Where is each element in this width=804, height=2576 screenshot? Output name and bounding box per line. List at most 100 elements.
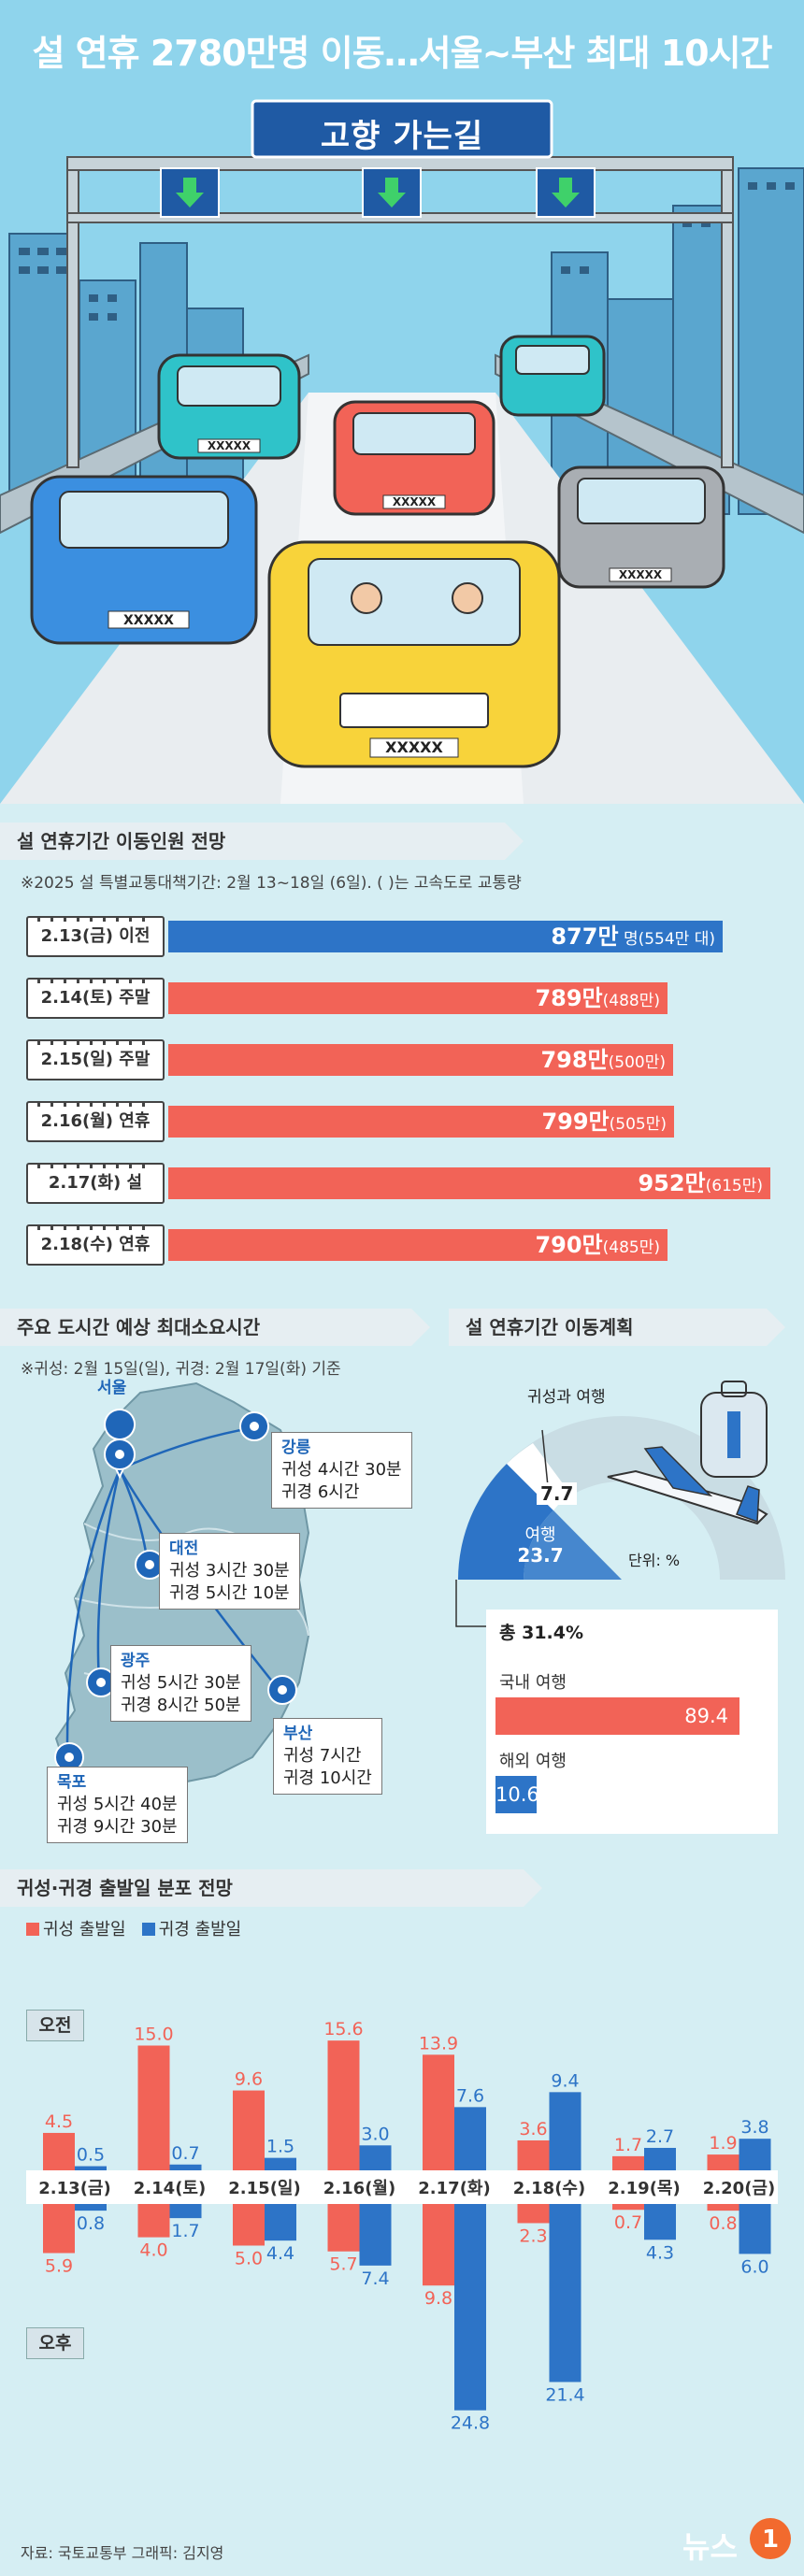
plan-donut <box>458 1381 785 1580</box>
movement-note: ※2025 설 특별교통대책기간: 2월 13~18일 (6일). ( )는 고… <box>21 874 522 893</box>
am-label: 오전 <box>26 2010 84 2041</box>
movement-value: 952만(615만) <box>638 1170 763 1196</box>
bar-am-1-3 <box>359 2145 392 2170</box>
car-red <box>333 400 495 516</box>
city-back-time: 귀경 8시간 50분 <box>121 1696 241 1715</box>
movement-date-tag: 2.18(수) 연휴 <box>26 1224 165 1266</box>
news1-logo-icon: 1 <box>750 2518 791 2559</box>
svg-text:1: 1 <box>762 2526 779 2554</box>
bar-pm-1-4 <box>454 2204 486 2411</box>
label-pm-0-6: 0.7 <box>614 2212 642 2233</box>
x-tick-2: 2.15(일) <box>228 2179 300 2198</box>
car-teal-far <box>499 335 606 417</box>
cities-heading-text: 주요 도시간 예상 최대소요시간 <box>17 1316 261 1338</box>
city-out-time: 귀성 7시간 <box>283 1746 362 1766</box>
car-yellow <box>267 540 561 768</box>
city-out-time: 귀성 4시간 30분 <box>281 1460 402 1480</box>
chart-legend: 귀성 출발일 귀경 출발일 <box>26 1916 241 1940</box>
x-tick-7: 2.20(금) <box>703 2179 775 2198</box>
movement-value: 798만(500만) <box>540 1047 666 1073</box>
city-box-gangneung: 강릉 귀성 4시간 30분 귀경 6시간 <box>271 1432 412 1509</box>
source-credit: 자료: 국토교통부 그래픽: 김지영 <box>21 2544 224 2562</box>
bar-am-1-6 <box>644 2147 676 2170</box>
label-am-0-5: 3.6 <box>519 2119 547 2140</box>
x-tick-3: 2.16(월) <box>323 2179 395 2198</box>
city-back-time: 귀경 10시간 <box>283 1768 372 1788</box>
city-back-time: 귀경 6시간 <box>281 1482 360 1502</box>
label-pm-1-1: 1.7 <box>171 2221 199 2241</box>
plate-teal: XXXXX <box>208 439 251 452</box>
departure-heading-text: 귀성·귀경 출발일 분포 전망 <box>17 1877 233 1899</box>
bar-pm-0-0 <box>43 2204 75 2254</box>
bar-am-1-4 <box>454 2107 486 2170</box>
city-box-gwangju: 광주 귀성 5시간 30분 귀경 8시간 50분 <box>110 1645 251 1722</box>
bar-am-1-1 <box>169 2164 202 2170</box>
x-axis-band <box>26 2170 778 2204</box>
movement-date-tag: 2.17(화) 설 <box>26 1163 165 1204</box>
city-out-time: 귀성 3시간 30분 <box>169 1561 290 1581</box>
bar-am-0-4 <box>423 2054 454 2170</box>
city-name: 광주 <box>121 1652 151 1670</box>
movement-date-tag: 2.14(토) 주말 <box>26 978 165 1019</box>
label-pm-1-3: 7.4 <box>361 2268 389 2289</box>
legend-label-back: 귀경 출발일 <box>158 1920 242 1939</box>
city-box-busan: 부산 귀성 7시간 귀경 10시간 <box>273 1718 382 1795</box>
plan-abroad-label: 해외 여행 <box>499 1752 567 1771</box>
movement-value: 789만(488만) <box>535 985 660 1011</box>
donut-value-gwaesung: 7.7 <box>537 1482 578 1505</box>
plan-total: 총 31.4% <box>499 1623 584 1643</box>
airplane-icon <box>607 1446 768 1525</box>
bar-pm-0-6 <box>612 2204 644 2211</box>
plan-abroad-bar: 10.6 <box>495 1776 539 1813</box>
label-pm-1-7: 6.0 <box>740 2256 768 2277</box>
bar-pm-1-2 <box>265 2204 296 2241</box>
label-pm-1-5: 21.4 <box>545 2384 584 2405</box>
bar-am-0-6 <box>612 2155 644 2170</box>
plan-panel: 총 31.4% 국내 여행 89.4 해외 여행 10.6 <box>486 1610 778 1834</box>
label-am-0-4: 13.9 <box>419 2033 458 2054</box>
news-logo-text: 뉴스 <box>682 2529 738 2565</box>
bar-am-0-1 <box>137 2045 170 2170</box>
x-tick-4: 2.17(화) <box>418 2179 490 2198</box>
label-am-0-0: 4.5 <box>45 2111 73 2132</box>
label-pm-1-2: 4.4 <box>266 2243 294 2264</box>
label-pm-0-4: 9.8 <box>424 2288 452 2309</box>
x-tick-1: 2.14(토) <box>134 2179 206 2198</box>
bar-am-0-3 <box>327 2040 360 2170</box>
car-grey <box>557 465 725 589</box>
plate-blue: XXXXX <box>123 613 174 628</box>
label-pm-0-7: 0.8 <box>709 2213 737 2234</box>
departure-heading: 귀성·귀경 출발일 분포 전망 <box>0 1869 542 1907</box>
label-am-1-0: 0.5 <box>77 2145 105 2166</box>
city-name: 부산 <box>283 1724 313 1743</box>
x-tick-0: 2.13(금) <box>38 2179 110 2198</box>
movement-heading-text: 설 연휴기간 이동인원 전망 <box>17 830 226 852</box>
bar-am-1-5 <box>549 2092 581 2170</box>
label-am-1-5: 9.4 <box>551 2070 579 2091</box>
bar-pm-0-1 <box>137 2204 170 2238</box>
city-box-mokpo: 목포 귀성 5시간 40분 귀경 9시간 30분 <box>47 1767 188 1843</box>
label-pm-1-6: 4.3 <box>646 2242 674 2263</box>
car-teal-back <box>157 353 301 460</box>
movement-bar <box>168 1229 668 1261</box>
bar-am-0-0 <box>43 2132 75 2170</box>
label-pm-0-5: 2.3 <box>519 2225 547 2246</box>
donut-label-gwaesung: 귀성과 여행 <box>527 1388 606 1407</box>
luggage-icon <box>700 1381 768 1478</box>
city-name: 목포 <box>57 1773 87 1792</box>
x-tick-6: 2.19(목) <box>608 2179 680 2198</box>
label-am-1-4: 7.6 <box>456 2085 484 2106</box>
bar-am-1-2 <box>265 2157 296 2170</box>
city-out-time: 귀성 5시간 40분 <box>57 1795 178 1814</box>
plate-red: XXXXX <box>393 495 437 508</box>
city-origin-seoul: 서울 <box>97 1379 127 1397</box>
label-pm-1-4: 24.8 <box>451 2413 490 2434</box>
page-title: 설 연휴 2780만명 이동…서울~부산 최대 10시간 <box>32 33 772 74</box>
bar-pm-0-3 <box>327 2204 360 2252</box>
hero-illustration: XXXXX XXXXX XXXXX XXXXX XXXXX 설 연휴 2780만… <box>0 0 804 804</box>
movement-value: 799만(505만) <box>541 1109 667 1135</box>
label-am-0-3: 15.6 <box>323 2019 363 2039</box>
label-am-0-6: 1.7 <box>614 2135 642 2155</box>
plan-domestic-label: 국내 여행 <box>499 1673 567 1693</box>
plan-domestic-bar: 89.4 <box>495 1697 739 1735</box>
